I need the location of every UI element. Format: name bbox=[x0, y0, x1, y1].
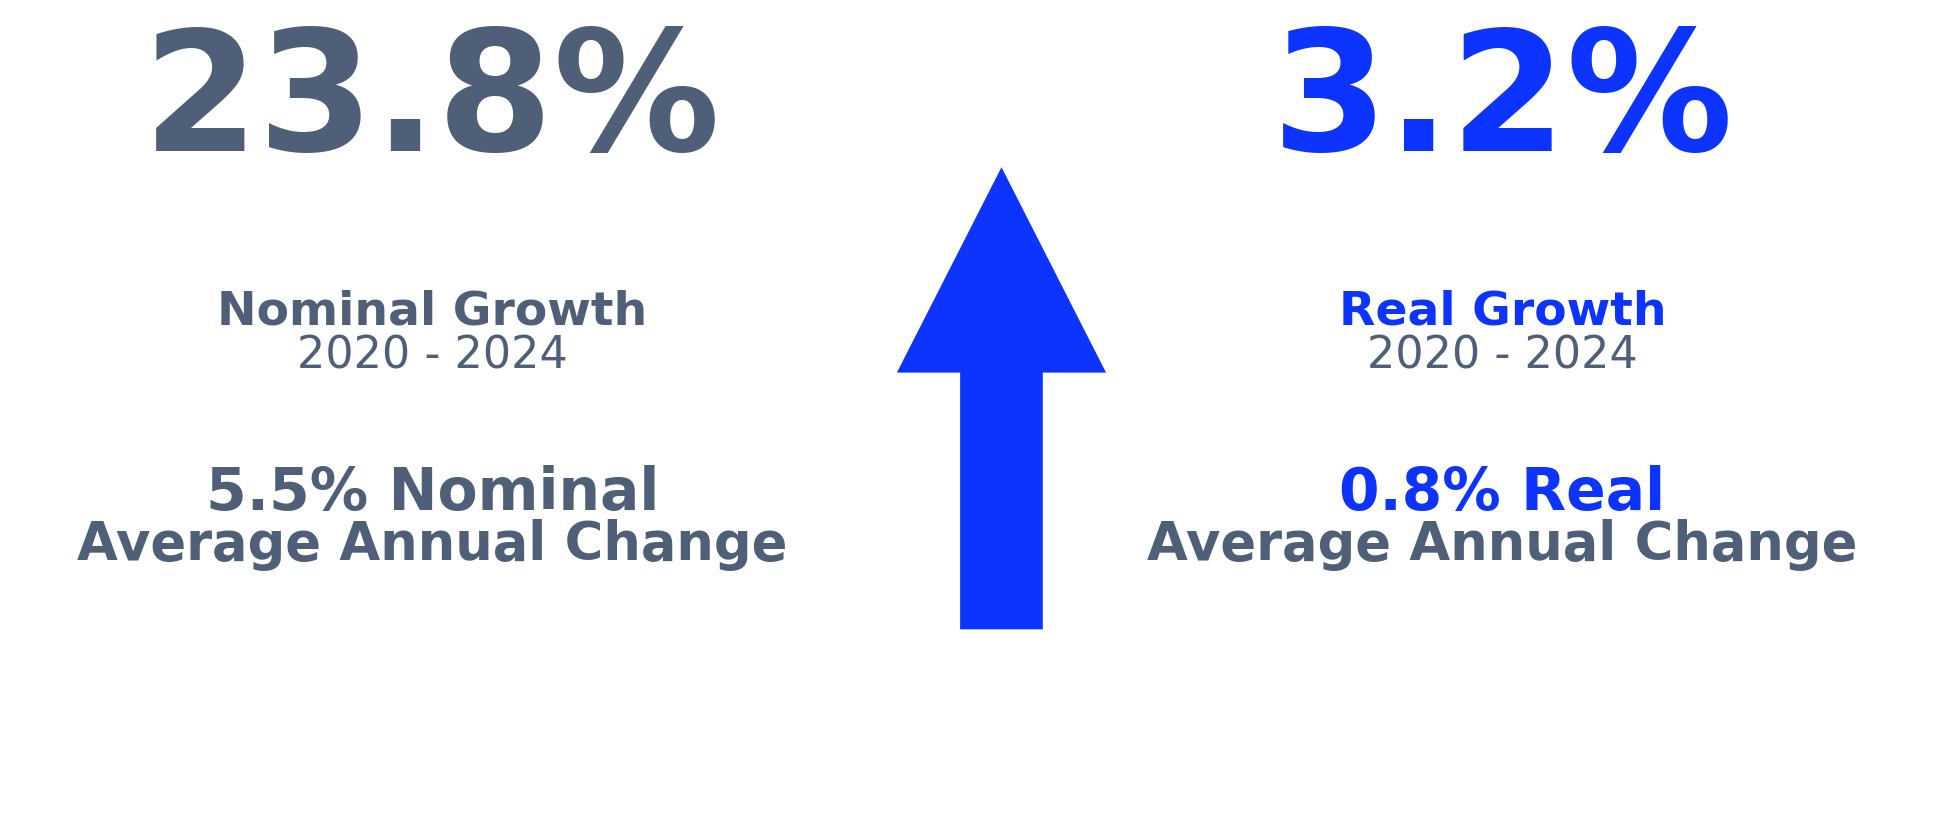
Text: Real Growth: Real Growth bbox=[1340, 290, 1667, 334]
Text: 3.2%: 3.2% bbox=[1271, 23, 1734, 186]
Text: 23.8%: 23.8% bbox=[144, 23, 721, 186]
Text: 0.8% Real: 0.8% Real bbox=[1340, 466, 1665, 522]
Text: Average Annual Change: Average Annual Change bbox=[78, 520, 788, 571]
Text: Nominal Growth: Nominal Growth bbox=[216, 290, 647, 334]
Text: 5.5% Nominal: 5.5% Nominal bbox=[205, 466, 659, 522]
Text: Average Annual Change: Average Annual Change bbox=[1147, 520, 1858, 571]
Text: 2020 - 2024: 2020 - 2024 bbox=[296, 334, 567, 378]
Text: 2020 - 2024: 2020 - 2024 bbox=[1367, 334, 1638, 378]
Polygon shape bbox=[897, 167, 1106, 629]
